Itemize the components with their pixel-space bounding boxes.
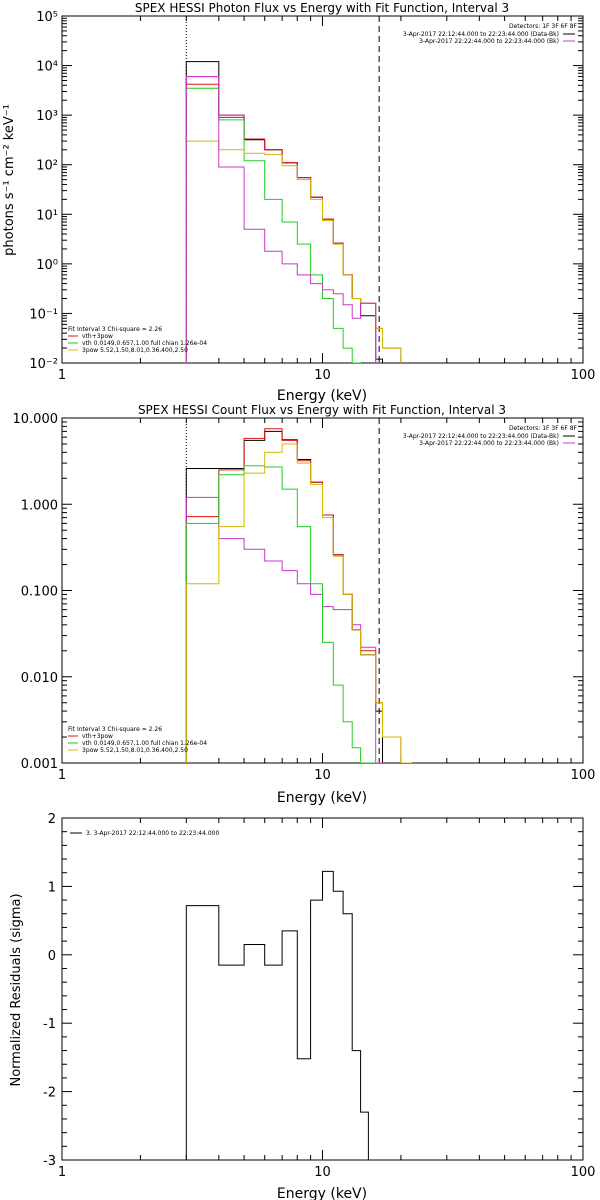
plot-frame	[61, 15, 584, 364]
legend-label: vth 0.0149,0.657,1.00 full chian 1.26e-0…	[82, 740, 207, 747]
legend-label: vth+3pow	[82, 733, 113, 740]
y-tick-label: 0.010	[21, 671, 58, 686]
y-tick-label: 1.000	[21, 498, 58, 513]
legend-label: 3-Apr-2017 22:12:44.000 to 22:23:44.000 …	[403, 433, 559, 440]
x-tick-label: 1	[58, 768, 66, 783]
y-tick-label: 1	[48, 880, 56, 895]
series-line	[185, 61, 383, 363]
plot-frame	[61, 817, 584, 1161]
chart-title: SPEX HESSI Count Flux vs Energy with Fit…	[138, 403, 506, 417]
series-line	[185, 76, 377, 363]
y-tick-label: 10⁴	[36, 60, 58, 75]
x-axis-label: Energy (keV)	[277, 388, 367, 404]
x-tick-label: 100	[571, 368, 596, 383]
y-tick-label: 2	[48, 812, 56, 827]
series-line	[185, 870, 380, 1160]
y-tick-label: 0	[48, 949, 56, 964]
y-tick-label: 10.000	[13, 412, 59, 427]
y-axis-label: photons s⁻¹ cm⁻² keV⁻¹	[2, 104, 17, 256]
series-line	[185, 140, 402, 363]
legend-label: 3pow 5.52,1.50,8.01,0.36,400,2.50	[82, 347, 188, 354]
x-axis-label: Energy (keV)	[277, 1186, 367, 1200]
x-tick-label: 10	[314, 768, 331, 783]
y-tick-label: 10⁻¹	[29, 307, 58, 322]
series-line	[185, 430, 383, 763]
x-axis-label: Energy (keV)	[277, 790, 367, 806]
y-tick-label: -3	[43, 1154, 56, 1169]
legend-header: Detectors: 1F 3F 6F 8F	[509, 23, 578, 30]
legend-label: vth 0.0149,0.657,1.00 full chian 1.26e-0…	[82, 340, 207, 347]
legend-label: 3-Apr-2017 22:12:44.000 to 22:23:44.000 …	[403, 31, 559, 38]
y-tick-label: 10²	[36, 159, 58, 174]
x-tick-label: 1	[58, 368, 66, 383]
series-line	[185, 496, 383, 763]
x-tick-label: 10	[314, 368, 331, 383]
y-tick-label: 0.001	[21, 757, 58, 772]
y-tick-label: 10³	[36, 109, 58, 124]
y-tick-label: 0.100	[21, 585, 58, 600]
y-tick-label: 10⁵	[36, 10, 58, 25]
y-tick-label: 10⁻²	[29, 357, 58, 372]
y-tick-label: 10¹	[36, 208, 58, 223]
y-tick-label: 10⁰	[36, 258, 58, 273]
legend-header: Detectors: 1F 3F 6F 8F	[509, 425, 578, 432]
legend-header: Fit Interval 3 Chi-square = 2.26	[68, 726, 162, 733]
legend-label: 3pow 5.52,1.50,8.01,0.36,400,2.50	[82, 747, 188, 754]
x-tick-label: 100	[571, 768, 596, 783]
series-line	[185, 465, 377, 763]
series-line	[185, 76, 377, 363]
legend-header: Fit Interval 3 Chi-square = 2.26	[68, 326, 162, 333]
count-flux-chart: SPEX HESSI Count Flux vs Energy with Fit…	[13, 403, 596, 806]
series-line	[185, 443, 413, 763]
legend-label: 3. 3-Apr-2017 22:12:44.000 to 22:23:44.0…	[86, 830, 219, 837]
x-tick-label: 100	[571, 1165, 596, 1180]
legend-label: 3-Apr-2017 22:22:44.000 to 22:23:44.000 …	[419, 440, 559, 447]
series-line	[185, 87, 362, 363]
y-tick-label: -1	[43, 1017, 56, 1032]
x-tick-label: 1	[58, 1165, 66, 1180]
x-tick-label: 10	[314, 1165, 331, 1180]
chart-title: SPEX HESSI Photon Flux vs Energy with Fi…	[135, 1, 509, 15]
legend-label: 3-Apr-2017 22:22:44.000 to 22:23:44.000 …	[419, 38, 559, 45]
y-tick-label: -2	[43, 1086, 56, 1101]
residuals-chart: Energy (keV) Normalized Residuals (sigma…	[9, 812, 595, 1200]
photon-flux-chart: SPEX HESSI Photon Flux vs Energy with Fi…	[2, 1, 595, 404]
legend-label: vth+3pow	[82, 333, 113, 340]
y-axis-label: Normalized Residuals (sigma)	[9, 893, 24, 1086]
